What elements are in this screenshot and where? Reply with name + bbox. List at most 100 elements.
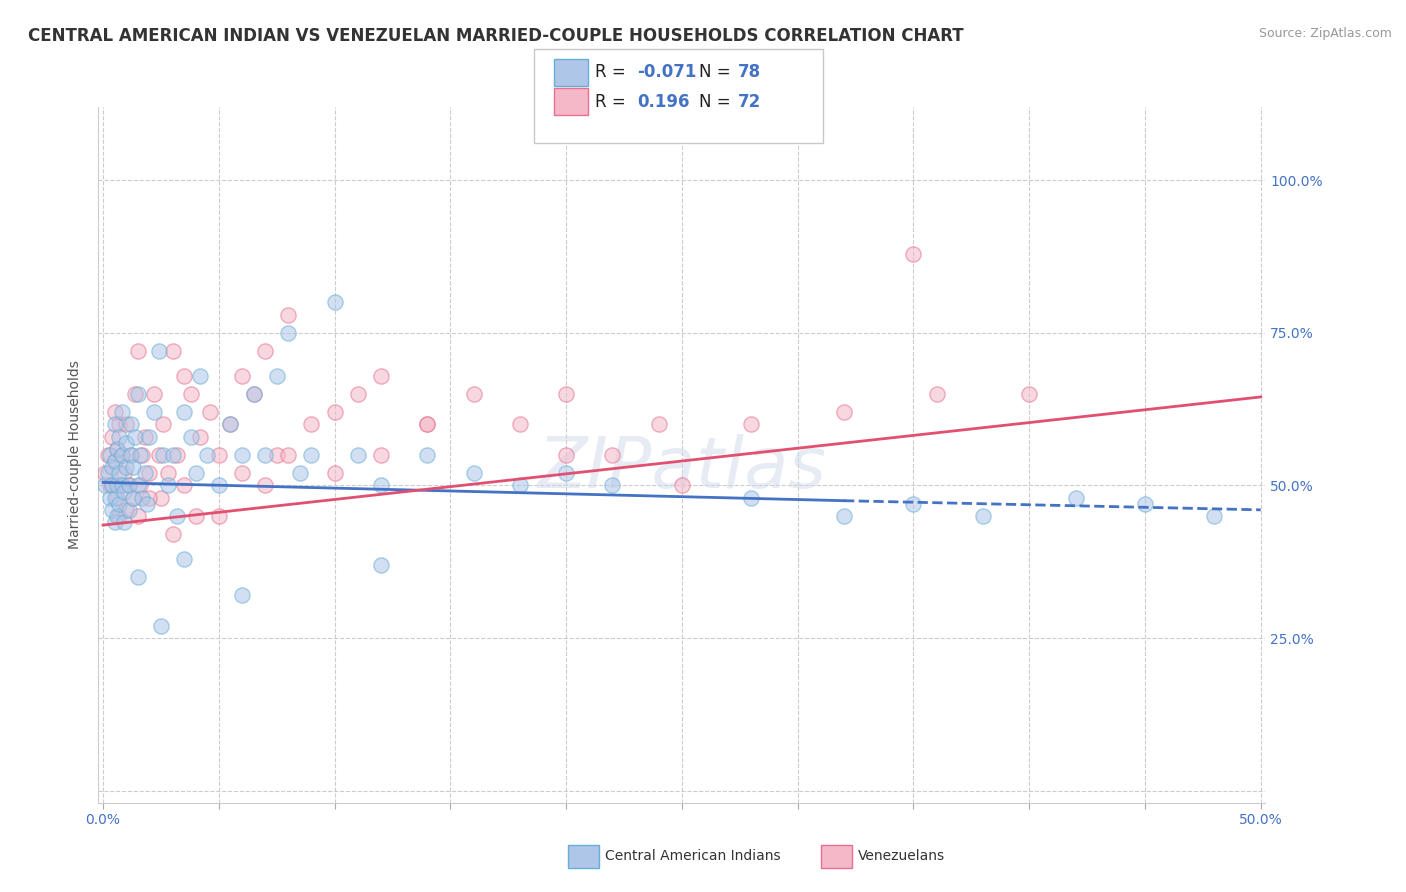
- Point: [254, 448, 277, 462]
- Text: CENTRAL AMERICAN INDIAN VS VENEZUELAN MARRIED-COUPLE HOUSEHOLDS CORRELATION CHAR: CENTRAL AMERICAN INDIAN VS VENEZUELAN MA…: [28, 27, 963, 45]
- Point: [104, 454, 127, 468]
- Y-axis label: Married-couple Households: Married-couple Households: [69, 360, 83, 549]
- Point: [184, 508, 207, 523]
- Point: [166, 448, 188, 462]
- Point: [101, 503, 124, 517]
- Point: [208, 478, 231, 492]
- Point: [231, 448, 253, 462]
- Point: [149, 619, 172, 633]
- Point: [110, 448, 132, 462]
- Point: [323, 467, 346, 481]
- Point: [832, 405, 855, 419]
- Point: [416, 417, 439, 432]
- Point: [138, 491, 160, 505]
- Point: [127, 478, 149, 492]
- Point: [108, 417, 131, 432]
- Point: [162, 527, 184, 541]
- Text: Venezuelans: Venezuelans: [858, 849, 945, 863]
- Point: [127, 344, 149, 359]
- Point: [266, 368, 288, 383]
- Point: [120, 448, 142, 462]
- Point: [131, 491, 153, 505]
- Point: [136, 497, 159, 511]
- Point: [903, 246, 925, 260]
- Point: [277, 326, 299, 340]
- Point: [370, 368, 392, 383]
- Point: [1204, 508, 1226, 523]
- Point: [149, 491, 172, 505]
- Point: [198, 405, 221, 419]
- Point: [98, 478, 121, 492]
- Point: [370, 478, 392, 492]
- Point: [108, 429, 131, 443]
- Point: [740, 491, 762, 505]
- Point: [115, 460, 138, 475]
- Point: [105, 508, 128, 523]
- Point: [152, 448, 174, 462]
- Point: [323, 405, 346, 419]
- Point: [173, 551, 195, 566]
- Point: [122, 491, 145, 505]
- Point: [323, 295, 346, 310]
- Point: [416, 448, 439, 462]
- Point: [98, 491, 121, 505]
- Point: [97, 448, 120, 462]
- Point: [555, 448, 578, 462]
- Point: [115, 503, 138, 517]
- Point: [156, 467, 179, 481]
- Point: [602, 478, 624, 492]
- Point: [134, 429, 156, 443]
- Point: [104, 417, 127, 432]
- Point: [301, 448, 323, 462]
- Point: [346, 387, 368, 401]
- Point: [104, 515, 127, 529]
- Point: [105, 478, 128, 492]
- Text: 72: 72: [738, 93, 762, 111]
- Text: 78: 78: [738, 63, 761, 81]
- Point: [122, 491, 145, 505]
- Point: [266, 448, 288, 462]
- Point: [117, 503, 139, 517]
- Point: [152, 417, 174, 432]
- Text: N =: N =: [699, 93, 730, 111]
- Point: [105, 442, 128, 456]
- Point: [242, 387, 264, 401]
- Point: [1133, 497, 1156, 511]
- Point: [463, 467, 485, 481]
- Point: [117, 478, 139, 492]
- Point: [162, 448, 184, 462]
- Point: [105, 442, 128, 456]
- Point: [143, 387, 166, 401]
- Point: [101, 478, 124, 492]
- Point: [509, 417, 531, 432]
- Point: [555, 467, 578, 481]
- Point: [195, 448, 218, 462]
- Point: [112, 515, 135, 529]
- Point: [94, 467, 117, 481]
- Point: [184, 467, 207, 481]
- Point: [129, 448, 152, 462]
- Point: [173, 368, 195, 383]
- Text: R =: R =: [595, 93, 626, 111]
- Point: [98, 448, 121, 462]
- Point: [120, 448, 142, 462]
- Point: [219, 417, 242, 432]
- Point: [94, 478, 117, 492]
- Point: [124, 429, 146, 443]
- Point: [1064, 491, 1087, 505]
- Point: [108, 467, 131, 481]
- Point: [148, 448, 170, 462]
- Point: [180, 387, 202, 401]
- Point: [740, 417, 762, 432]
- Point: [555, 387, 578, 401]
- Point: [104, 491, 127, 505]
- Point: [127, 387, 149, 401]
- Point: [346, 448, 368, 462]
- Point: [127, 570, 149, 584]
- Point: [188, 429, 211, 443]
- Point: [301, 417, 323, 432]
- Point: [104, 454, 127, 468]
- Point: [166, 508, 188, 523]
- Point: [509, 478, 531, 492]
- Text: N =: N =: [699, 63, 730, 81]
